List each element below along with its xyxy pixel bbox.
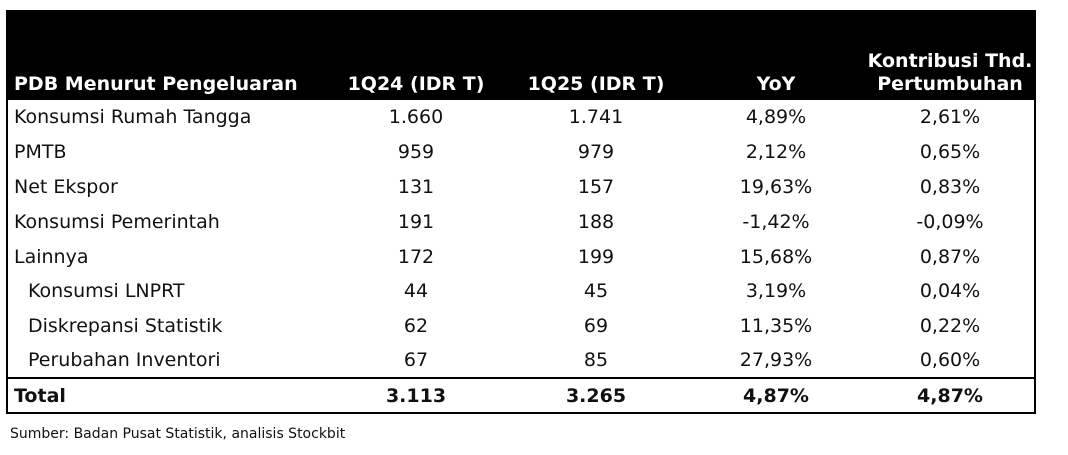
source-note: Sumber: Badan Pusat Statistik, analisis … xyxy=(10,426,346,442)
cell-yoy: 19,63% xyxy=(739,175,813,198)
table-row: Diskrepansi Statistik 62 69 11,35% 0,22% xyxy=(8,309,1034,344)
cell-1q25: 85 xyxy=(583,349,609,372)
header-yoy: YoY xyxy=(686,12,866,100)
table-row: Net Ekspor 131 157 19,63% 0,83% xyxy=(8,170,1034,205)
cell-1q24: 191 xyxy=(397,210,435,233)
cell-kontribusi: 0,87% xyxy=(919,245,981,268)
table-row: Konsumsi Rumah Tangga 1.660 1.741 4,89% … xyxy=(8,100,1034,135)
cell-1q24: 62 xyxy=(403,315,429,338)
cell-1q24: 67 xyxy=(403,349,429,372)
total-row: Total 3.113 3.265 4,87% 4,87% xyxy=(8,377,1034,412)
total-label: Total xyxy=(8,377,326,412)
row-label: Konsumsi LNPRT xyxy=(28,280,185,303)
cell-1q25: 979 xyxy=(577,141,615,164)
row-label: Lainnya xyxy=(14,245,89,268)
cell-1q25: 69 xyxy=(583,315,609,338)
total-kontribusi: 4,87% xyxy=(866,377,1034,412)
table-row: Konsumsi Pemerintah 191 188 -1,42% -0,09… xyxy=(8,204,1034,239)
header-1q24: 1Q24 (IDR T) xyxy=(326,12,506,100)
cell-yoy: 2,12% xyxy=(745,141,807,164)
cell-yoy: 27,93% xyxy=(739,349,813,372)
cell-kontribusi: 0,60% xyxy=(919,349,981,372)
cell-yoy: 3,19% xyxy=(745,280,807,303)
total-1q24: 3.113 xyxy=(326,377,506,412)
cell-1q24: 1.660 xyxy=(388,106,444,129)
cell-kontribusi: 0,65% xyxy=(919,141,981,164)
cell-yoy: 15,68% xyxy=(739,245,813,268)
row-label: Diskrepansi Statistik xyxy=(28,315,223,338)
cell-kontribusi: 0,83% xyxy=(919,175,981,198)
header-row: PDB Menurut Pengeluaran 1Q24 (IDR T) 1Q2… xyxy=(8,12,1034,100)
header-category: PDB Menurut Pengeluaran xyxy=(8,12,326,100)
header-1q25: 1Q25 (IDR T) xyxy=(506,12,686,100)
table-header: PDB Menurut Pengeluaran 1Q24 (IDR T) 1Q2… xyxy=(8,12,1034,100)
cell-1q24: 172 xyxy=(397,245,435,268)
total-yoy: 4,87% xyxy=(686,377,866,412)
table-row: Perubahan Inventori 67 85 27,93% 0,60% xyxy=(8,344,1034,379)
gdp-expenditure-table-frame: PDB Menurut Pengeluaran 1Q24 (IDR T) 1Q2… xyxy=(6,10,1036,414)
row-label: Konsumsi Pemerintah xyxy=(14,210,220,233)
row-label: PMTB xyxy=(14,141,67,164)
cell-1q25: 1.741 xyxy=(568,106,624,129)
cell-1q25: 199 xyxy=(577,245,615,268)
cell-1q25: 157 xyxy=(577,175,615,198)
cell-1q24: 131 xyxy=(397,175,435,198)
table-row: Konsumsi LNPRT 44 45 3,19% 0,04% xyxy=(8,274,1034,309)
gdp-expenditure-table: PDB Menurut Pengeluaran 1Q24 (IDR T) 1Q2… xyxy=(8,12,1034,412)
table-row: Lainnya 172 199 15,68% 0,87% xyxy=(8,239,1034,274)
total-1q25: 3.265 xyxy=(506,377,686,412)
cell-kontribusi: 2,61% xyxy=(919,106,981,129)
cell-1q25: 45 xyxy=(583,280,609,303)
row-label: Net Ekspor xyxy=(14,175,118,198)
cell-kontribusi: 0,22% xyxy=(919,315,981,338)
cell-yoy: 4,89% xyxy=(745,106,807,129)
table-row: PMTB 959 979 2,12% 0,65% xyxy=(8,135,1034,170)
cell-1q25: 188 xyxy=(577,210,615,233)
cell-kontribusi: -0,09% xyxy=(916,210,984,233)
header-kontribusi: Kontribusi Thd. Pertumbuhan xyxy=(866,12,1034,100)
cell-1q24: 44 xyxy=(403,280,429,303)
cell-1q24: 959 xyxy=(397,141,435,164)
cell-yoy: 11,35% xyxy=(739,315,813,338)
row-label: Perubahan Inventori xyxy=(28,349,221,372)
cell-yoy: -1,42% xyxy=(742,210,810,233)
cell-kontribusi: 0,04% xyxy=(919,280,981,303)
row-label: Konsumsi Rumah Tangga xyxy=(14,106,252,129)
